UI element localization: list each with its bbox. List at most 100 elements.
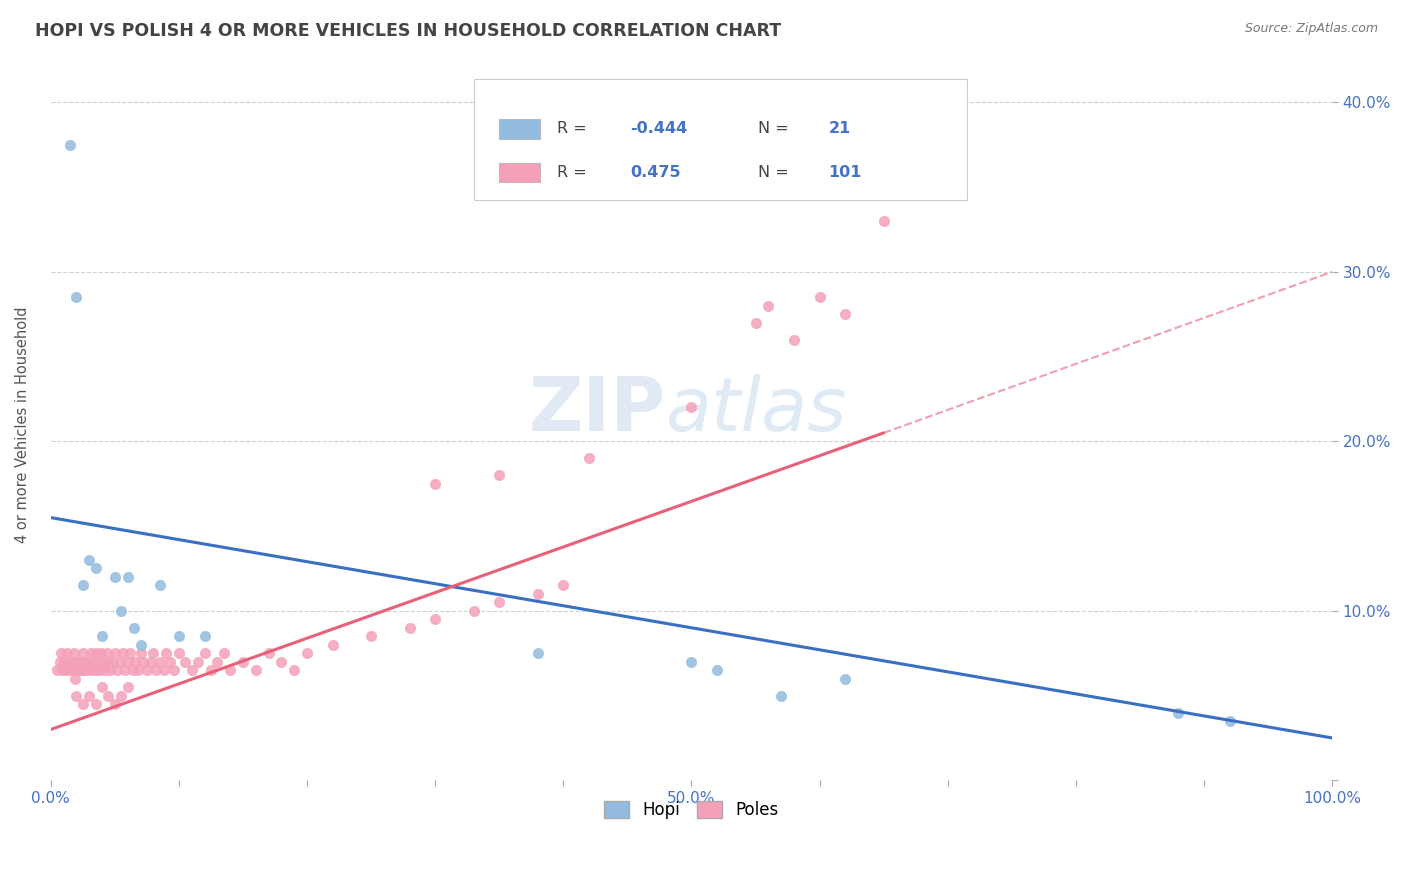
Point [87, 655, 110, 669]
Point [91, 655, 114, 669]
Point [117, 655, 139, 669]
Point [163, 663, 186, 677]
Legend: Hopi, Poles: Hopi, Poles [598, 794, 786, 825]
Point [200, 663, 222, 677]
Point [90, 646, 112, 660]
Point [174, 655, 197, 669]
Point [207, 655, 229, 669]
Point [219, 663, 242, 677]
Point [80, 655, 103, 669]
Text: R =: R = [557, 165, 586, 180]
Point [49, 655, 72, 669]
Text: R =: R = [557, 121, 586, 136]
Point [808, 290, 831, 304]
Point [83, 655, 105, 669]
Point [681, 401, 703, 415]
Point [139, 655, 162, 669]
Point [79, 646, 101, 660]
Point [59, 137, 82, 152]
Point [167, 629, 190, 643]
Point [66, 663, 89, 677]
Point [110, 689, 132, 703]
Point [46, 663, 69, 677]
Point [212, 646, 235, 660]
Point [124, 655, 146, 669]
Text: 0.475: 0.475 [630, 165, 681, 180]
Point [463, 604, 485, 618]
Point [75, 663, 97, 677]
Point [180, 663, 202, 677]
FancyBboxPatch shape [499, 120, 540, 138]
Text: 101: 101 [828, 165, 862, 180]
Point [194, 629, 217, 643]
Point [756, 299, 779, 313]
Point [187, 655, 209, 669]
Point [488, 468, 510, 483]
Point [360, 629, 382, 643]
Point [122, 621, 145, 635]
Point [129, 638, 152, 652]
Point [553, 578, 575, 592]
Point [97, 689, 120, 703]
Point [120, 646, 142, 660]
Point [101, 655, 124, 669]
Point [51, 663, 73, 677]
Point [104, 570, 127, 584]
Point [121, 663, 143, 677]
Point [167, 646, 190, 660]
Point [72, 646, 94, 660]
Point [63, 672, 86, 686]
Point [681, 655, 703, 669]
Point [76, 655, 98, 669]
Point [117, 680, 139, 694]
Point [136, 663, 159, 677]
Point [152, 663, 174, 677]
Point [49, 646, 72, 660]
Point [425, 612, 447, 626]
Point [127, 663, 149, 677]
Point [77, 663, 100, 677]
Point [159, 655, 181, 669]
Text: ZIP: ZIP [529, 374, 666, 447]
Point [770, 689, 793, 703]
Point [67, 663, 90, 677]
Point [526, 587, 548, 601]
Point [111, 646, 134, 660]
Point [1219, 714, 1241, 728]
Text: N =: N = [758, 121, 789, 136]
Point [104, 697, 127, 711]
Point [97, 655, 120, 669]
Point [91, 680, 114, 694]
Point [84, 646, 107, 660]
Point [65, 655, 87, 669]
Point [69, 655, 91, 669]
Point [63, 646, 86, 660]
Point [91, 629, 114, 643]
Point [245, 663, 267, 677]
Point [834, 307, 856, 321]
Y-axis label: 4 or more Vehicles in Household: 4 or more Vehicles in Household [15, 306, 30, 542]
Point [93, 663, 115, 677]
Point [488, 595, 510, 609]
Point [84, 697, 107, 711]
Point [86, 663, 108, 677]
Point [257, 646, 280, 660]
Point [295, 646, 318, 660]
Point [89, 663, 111, 677]
Point [62, 663, 84, 677]
Point [114, 663, 136, 677]
Point [65, 689, 87, 703]
Text: atlas: atlas [666, 374, 848, 446]
Point [117, 570, 139, 584]
Point [65, 290, 87, 304]
Point [72, 578, 94, 592]
Text: Source: ZipAtlas.com: Source: ZipAtlas.com [1244, 22, 1378, 36]
Point [149, 655, 172, 669]
Point [107, 663, 129, 677]
Point [322, 638, 344, 652]
Point [526, 646, 548, 660]
Point [132, 655, 155, 669]
Point [232, 655, 254, 669]
Point [84, 561, 107, 575]
Point [155, 646, 177, 660]
